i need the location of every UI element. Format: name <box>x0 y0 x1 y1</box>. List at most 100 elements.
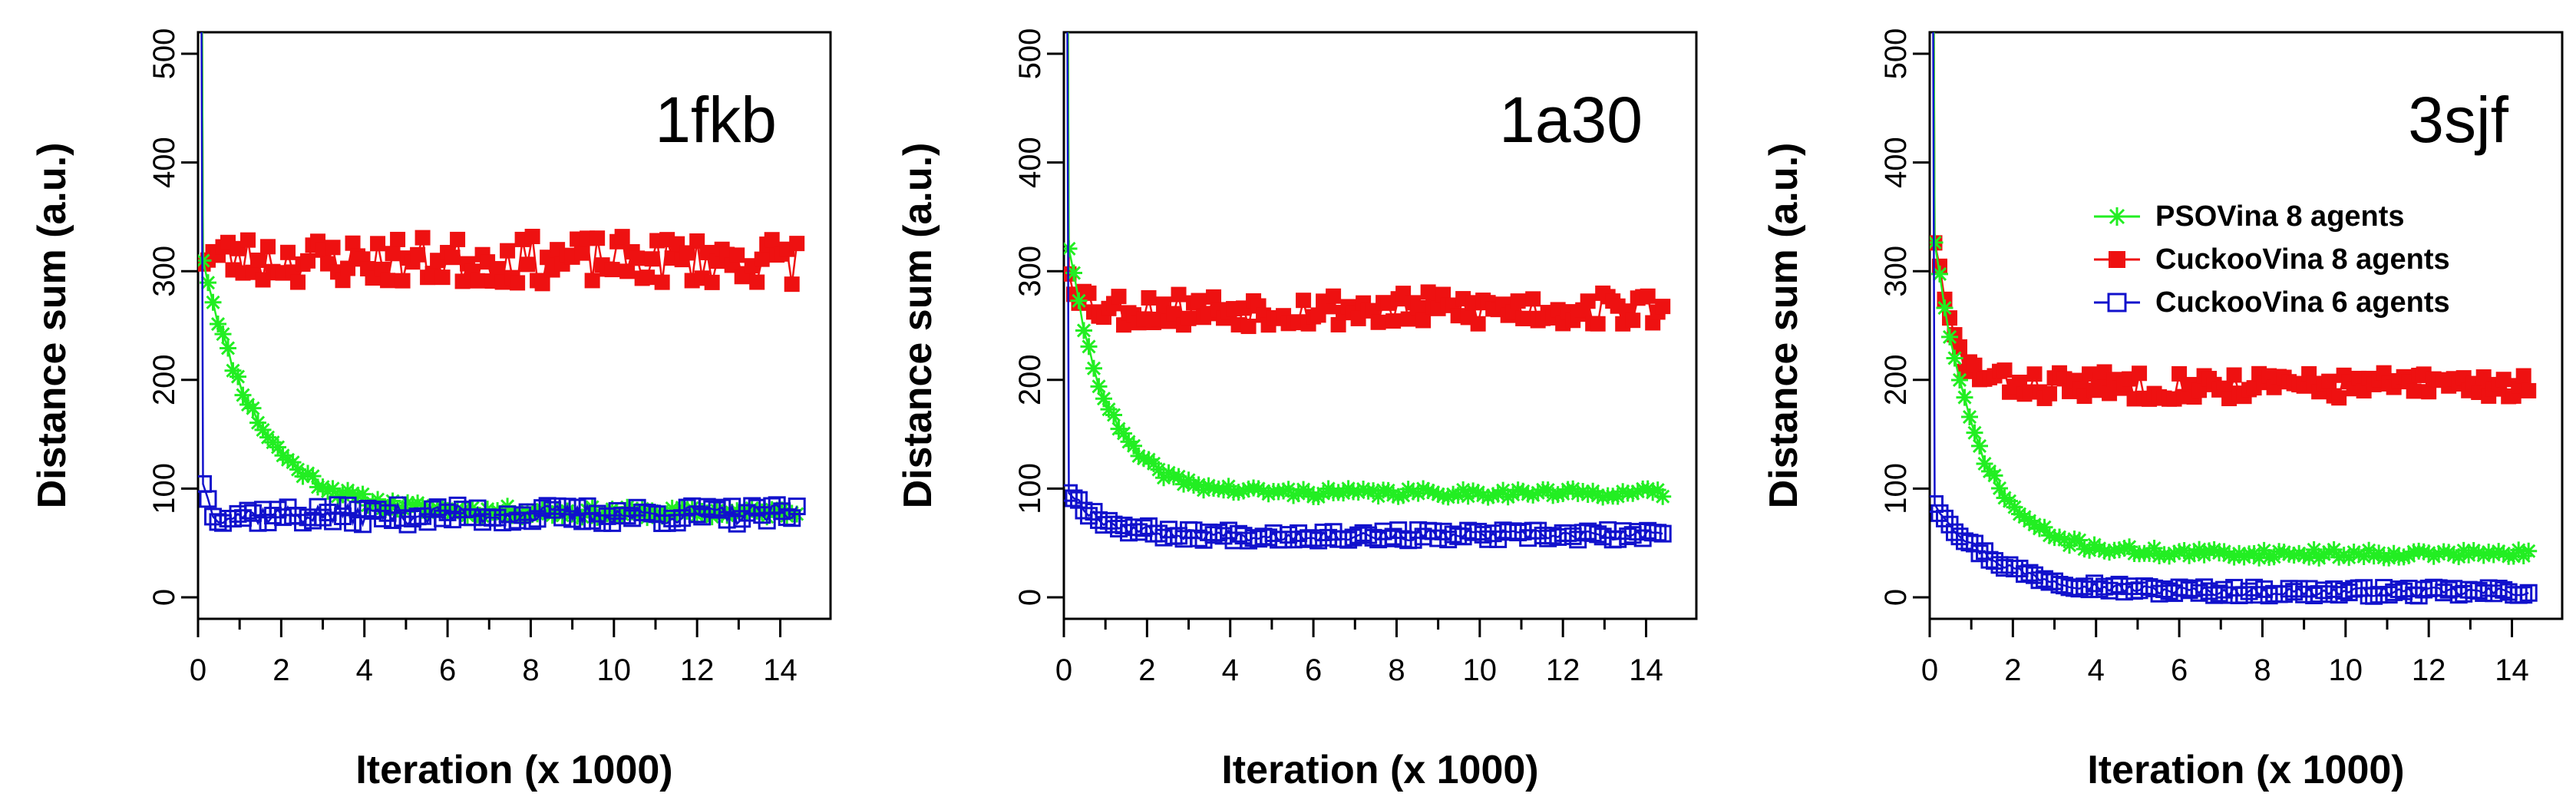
x-tick-label: 4 <box>2088 653 2105 687</box>
data-point <box>1415 480 1432 498</box>
data-point <box>1170 468 1187 485</box>
data-point <box>2155 546 2173 564</box>
x-tick-label: 12 <box>680 653 715 687</box>
data-point <box>368 501 387 519</box>
data-point <box>2470 544 2488 561</box>
data-point <box>2495 372 2512 388</box>
data-point <box>349 487 367 504</box>
data-point <box>344 484 362 502</box>
data-point <box>1936 509 1954 527</box>
data-point <box>1624 484 1642 502</box>
data-point <box>523 512 542 531</box>
data-point <box>1971 437 1989 455</box>
data-point <box>788 498 806 516</box>
x-tick-label: 8 <box>1388 653 1405 687</box>
data-point <box>1445 485 1462 503</box>
data-point <box>654 274 670 290</box>
data-point <box>380 273 396 289</box>
data-point <box>754 251 770 267</box>
data-point <box>1206 289 1222 305</box>
data-point <box>1961 408 1979 426</box>
data-point <box>783 509 801 527</box>
data-point <box>2495 544 2512 562</box>
data-point <box>250 252 266 268</box>
data-point <box>2111 541 2129 559</box>
x-tick-label: 6 <box>1305 653 1322 687</box>
data-point <box>244 504 263 522</box>
data-point <box>679 245 695 261</box>
y-tick-label: 0 <box>1879 589 1913 606</box>
data-point <box>568 498 586 517</box>
data-point <box>1644 484 1662 501</box>
y-tick-label: 400 <box>1879 137 1913 188</box>
x-tick-label: 4 <box>356 653 373 687</box>
data-point <box>534 276 550 292</box>
data-point <box>1579 485 1597 503</box>
panel-1fkb: 0 100 200 300 400 500 0 2 4 6 8 10 12 14 Iteration (x … <box>30 28 832 792</box>
panel-1a30: 0 100 200 300 400 500 0 2 4 6 8 10 12 14 Iteration (x … <box>896 28 1698 792</box>
data-point <box>1941 328 1959 345</box>
y-tick-label: 300 <box>147 246 181 297</box>
data-point <box>280 244 296 260</box>
data-point <box>1996 489 2013 507</box>
data-point <box>309 498 327 516</box>
data-point <box>2226 367 2242 383</box>
data-point <box>733 504 751 521</box>
x-tick-label: 0 <box>1921 653 1938 687</box>
data-point <box>1415 312 1432 329</box>
data-point <box>339 496 357 514</box>
data-point <box>2076 541 2093 558</box>
x-tick-label: 14 <box>763 653 798 687</box>
data-point <box>1296 293 1312 309</box>
data-point <box>2445 547 2462 564</box>
y-tick-label: 200 <box>147 354 181 405</box>
data-point <box>668 514 686 532</box>
y-tick-label: 0 <box>1013 589 1047 606</box>
data-point <box>468 499 487 517</box>
data-point <box>548 497 566 515</box>
data-point <box>2121 538 2138 556</box>
data-point <box>2421 384 2437 400</box>
data-point <box>210 316 227 333</box>
y-tick-label: 300 <box>1013 246 1047 297</box>
data-point <box>574 245 590 261</box>
y-tick-label: 200 <box>1879 354 1913 405</box>
legend: PSOVina 8 agents CuckooVina 8 agents Cucko… <box>2094 200 2450 319</box>
data-point <box>1200 477 1217 494</box>
data-point <box>1525 291 1541 307</box>
data-point <box>1326 288 1342 304</box>
series-layer <box>1064 32 1672 550</box>
data-point <box>249 414 267 431</box>
data-point <box>2011 505 2029 523</box>
data-point <box>345 235 361 251</box>
x-tick-label: 2 <box>272 653 289 687</box>
data-point <box>693 503 711 521</box>
data-point <box>2321 373 2337 389</box>
legend-label: PSOVina 8 agents <box>2155 200 2405 233</box>
data-point <box>2026 366 2043 382</box>
data-point <box>335 273 351 289</box>
series-layer <box>1930 32 2538 605</box>
data-point <box>1465 482 1482 500</box>
data-point <box>1080 507 1098 525</box>
panel-title: 1fkb <box>655 84 777 156</box>
y-axis-label: Distance sum (a.u.) <box>896 143 940 509</box>
data-point <box>2490 543 2508 560</box>
data-point <box>399 494 417 511</box>
x-tick-label: 6 <box>2171 653 2188 687</box>
x-tick-label: 14 <box>2495 653 2529 687</box>
data-point <box>1629 483 1646 501</box>
data-point <box>2091 540 2109 557</box>
data-point <box>1429 485 1447 503</box>
data-point <box>1589 487 1607 504</box>
x-tick-label: 10 <box>1463 653 1498 687</box>
data-point <box>2290 544 2308 562</box>
x-tick-label: 0 <box>190 653 206 687</box>
data-point <box>1966 424 1983 441</box>
data-point <box>643 502 661 520</box>
data-point <box>2095 542 2113 560</box>
data-point <box>354 485 372 503</box>
data-point <box>1171 286 1187 303</box>
data-point <box>2520 542 2538 560</box>
y-tick-label: 100 <box>1013 463 1047 514</box>
